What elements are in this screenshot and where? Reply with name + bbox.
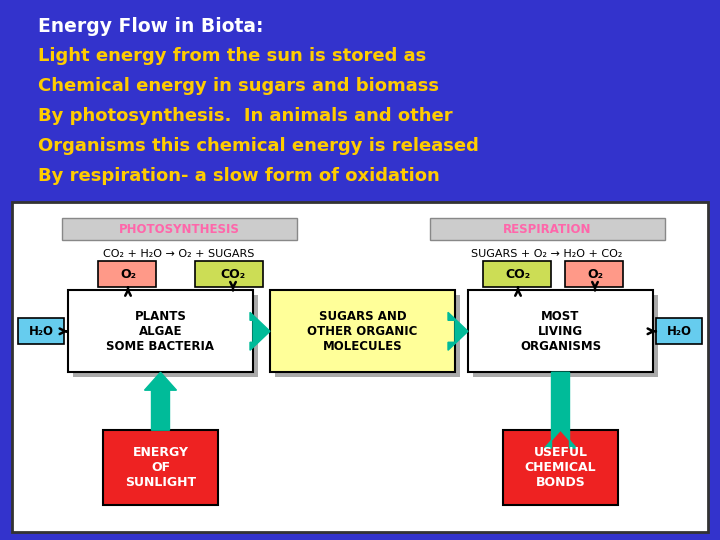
- Text: H₂O: H₂O: [29, 325, 53, 338]
- Text: O₂: O₂: [587, 268, 603, 281]
- Text: Energy Flow in Biota:: Energy Flow in Biota:: [38, 17, 264, 36]
- Text: CO₂ + H₂O → O₂ + SUGARS: CO₂ + H₂O → O₂ + SUGARS: [103, 249, 255, 259]
- FancyArrow shape: [448, 312, 468, 350]
- Text: CO₂: CO₂: [505, 268, 531, 281]
- Bar: [503, 430, 618, 505]
- Text: RESPIRATION: RESPIRATION: [503, 223, 591, 236]
- Bar: [73, 295, 258, 377]
- Bar: [565, 261, 623, 287]
- Text: H₂O: H₂O: [667, 325, 691, 338]
- Bar: [62, 219, 297, 240]
- Text: SUGARS AND
OTHER ORGANIC
MOLECULES: SUGARS AND OTHER ORGANIC MOLECULES: [307, 310, 418, 353]
- Text: Chemical energy in sugars and biomass: Chemical energy in sugars and biomass: [38, 77, 439, 95]
- Text: USEFUL
CHEMICAL
BONDS: USEFUL CHEMICAL BONDS: [525, 446, 596, 489]
- Bar: [195, 261, 263, 287]
- Bar: [68, 291, 253, 372]
- Bar: [270, 291, 455, 372]
- Text: By photosynthesis.  In animals and other: By photosynthesis. In animals and other: [38, 107, 453, 125]
- Text: MOST
LIVING
ORGANISMS: MOST LIVING ORGANISMS: [520, 310, 601, 353]
- FancyArrow shape: [250, 312, 270, 350]
- Bar: [18, 318, 64, 345]
- Bar: [483, 261, 551, 287]
- FancyArrow shape: [145, 372, 176, 430]
- Text: ENERGY
OF
SUNLIGHT: ENERGY OF SUNLIGHT: [125, 446, 196, 489]
- Bar: [468, 291, 653, 372]
- Bar: [275, 295, 460, 377]
- Text: Organisms this chemical energy is released: Organisms this chemical energy is releas…: [38, 137, 479, 156]
- FancyArrow shape: [544, 372, 577, 448]
- Text: O₂: O₂: [120, 268, 136, 281]
- Bar: [473, 295, 658, 377]
- Bar: [103, 430, 218, 505]
- Text: SUGARS + O₂ → H₂O + CO₂: SUGARS + O₂ → H₂O + CO₂: [472, 249, 623, 259]
- Bar: [430, 219, 665, 240]
- Text: PHOTOSYNTHESIS: PHOTOSYNTHESIS: [119, 223, 240, 236]
- Text: By respiration- a slow form of oxidation: By respiration- a slow form of oxidation: [38, 167, 440, 185]
- Text: CO₂: CO₂: [220, 268, 246, 281]
- Bar: [656, 318, 702, 345]
- Text: Light energy from the sun is stored as: Light energy from the sun is stored as: [38, 47, 426, 65]
- Text: PLANTS
ALGAE
SOME BACTERIA: PLANTS ALGAE SOME BACTERIA: [107, 310, 215, 353]
- Bar: [98, 261, 156, 287]
